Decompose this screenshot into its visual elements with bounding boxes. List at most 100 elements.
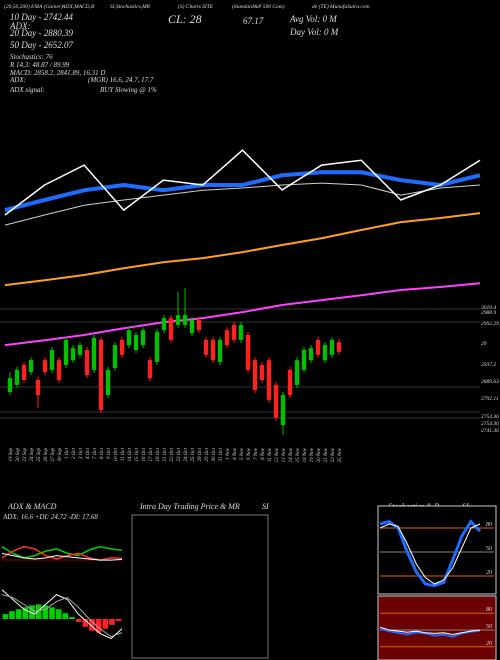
y-tick-label: 80 <box>486 522 492 528</box>
histogram-bar <box>9 611 15 619</box>
histogram-bar <box>109 619 115 625</box>
intraday-box <box>131 514 269 659</box>
candle-body <box>308 348 314 361</box>
panel-title: Intra Day Trading Price & MR <box>139 502 240 511</box>
info-label: R 14,3: 48.87 / 89.99 <box>9 61 70 69</box>
series-line <box>4 170 481 213</box>
x-tick-label: 25 Sep <box>37 448 42 462</box>
histogram-bar <box>102 619 109 629</box>
candle-body <box>273 384 279 418</box>
histogram-bar <box>89 619 95 631</box>
x-tick-label: 13 Nov <box>282 447 287 462</box>
info-label: (MGR) 16.6, 24.7, 17.7 <box>88 76 154 84</box>
top-label: (S) Charts SITE <box>178 3 214 10</box>
candle-body <box>84 350 90 376</box>
candle-body <box>336 342 342 352</box>
candle-body <box>133 335 139 350</box>
candle-body <box>322 345 328 361</box>
avg-vol: Avg Vol: 0 M <box>289 14 337 24</box>
candle-body <box>315 339 321 355</box>
x-tick-label: 20 Nov <box>317 447 322 462</box>
x-tick-label: 30 Oct <box>212 447 217 461</box>
x-tick-label: 22 Oct <box>170 447 175 461</box>
panel-title: SI <box>262 502 269 511</box>
candle-body <box>161 318 167 331</box>
histogram-bar <box>29 605 35 619</box>
x-tick-label: 29 Oct <box>205 447 210 461</box>
x-tick-label: 14 Oct <box>128 447 133 461</box>
series-line <box>1 594 123 638</box>
candle-body <box>231 324 237 340</box>
histogram-bar <box>62 613 69 619</box>
top-label: de (TE) MunafaSutra.com <box>312 3 370 10</box>
x-tick-label: 21 Nov <box>324 447 329 462</box>
x-tick-label: 24 Oct <box>184 447 189 461</box>
candle-body <box>189 320 195 334</box>
candle-body <box>77 345 83 355</box>
candle-body <box>7 378 13 392</box>
level-label: 2889.63 <box>481 379 499 385</box>
panel-title: ADX & MACD <box>7 502 57 511</box>
top-label: (Standard&P 500 Com) <box>232 3 285 10</box>
x-tick-label: 26 Sep <box>44 448 49 462</box>
info-label: ADX: <box>9 21 31 31</box>
x-tick-label: 5 Nov <box>240 447 245 460</box>
x-tick-label: 22 Nov <box>331 447 336 462</box>
x-tick-label: 23 Oct <box>177 447 182 461</box>
level-label: 2754.36 <box>481 413 499 420</box>
candle-body <box>259 365 265 380</box>
histogram-bar <box>15 609 22 619</box>
histogram-bar <box>55 609 62 619</box>
candle-body <box>301 350 307 370</box>
x-tick-label: 15 Nov <box>296 447 301 462</box>
x-tick-label: 11 Nov <box>268 447 273 462</box>
candle-body <box>49 350 55 370</box>
candle-body <box>287 369 293 395</box>
candle-body <box>105 369 111 395</box>
info-label: ADX: <box>9 76 26 84</box>
panel-values: ADX: 16.6 +DI: 24.72 -DI: 17.68 <box>2 513 98 521</box>
series-line <box>4 182 481 226</box>
x-tick-label: 27 Sep <box>51 448 56 462</box>
day-vol: Day Vol: 0 M <box>289 27 339 37</box>
x-tick-label: 17 Oct <box>149 447 154 461</box>
level-label: 2988.9 <box>481 310 496 316</box>
x-tick-label: 7 Oct <box>93 447 98 459</box>
candle-body <box>266 360 272 400</box>
candle-body <box>63 339 69 365</box>
candle-body <box>245 335 251 370</box>
x-tick-label: 30 Sep <box>58 448 63 462</box>
info-label: 10 Day - 2742.44 <box>10 12 73 22</box>
histogram-bar <box>42 605 49 619</box>
series-line <box>4 149 481 216</box>
close-label: CL: 28 <box>168 12 202 26</box>
candle-body <box>56 360 62 380</box>
candle-body <box>168 318 174 340</box>
histogram-bar <box>2 614 9 619</box>
candle-body <box>126 330 132 346</box>
level-lines <box>0 308 480 419</box>
level-label: 2992.29 <box>481 321 499 327</box>
x-tick-label: 11 Oct <box>121 447 126 461</box>
y-tick-label: 20 <box>486 641 492 647</box>
candle-body <box>329 339 335 355</box>
series-line <box>1 589 123 640</box>
series-line <box>379 627 481 638</box>
x-tick-label: 24 Sep <box>30 448 35 462</box>
info-label: 20 Day - 2880.39 <box>10 28 73 38</box>
x-tick-label: 2 Oct <box>72 447 77 459</box>
y-tick-label: 20 <box>486 570 492 576</box>
level-label: 3010.4 <box>480 304 496 311</box>
candle-body <box>42 360 48 373</box>
x-tick-label: 7 Nov <box>254 447 259 460</box>
candle-body <box>112 345 118 368</box>
x-tick-label: 8 Oct <box>100 447 105 459</box>
candle-body <box>196 320 202 331</box>
x-tick-label: 31 Oct <box>219 447 224 461</box>
candle-body <box>28 360 34 373</box>
change-label: 67.17 <box>243 16 264 26</box>
x-tick-label: 3 Oct <box>79 447 84 459</box>
x-tick-label: 19 Nov <box>310 447 315 462</box>
x-tick-label: 4 Oct <box>86 447 91 459</box>
